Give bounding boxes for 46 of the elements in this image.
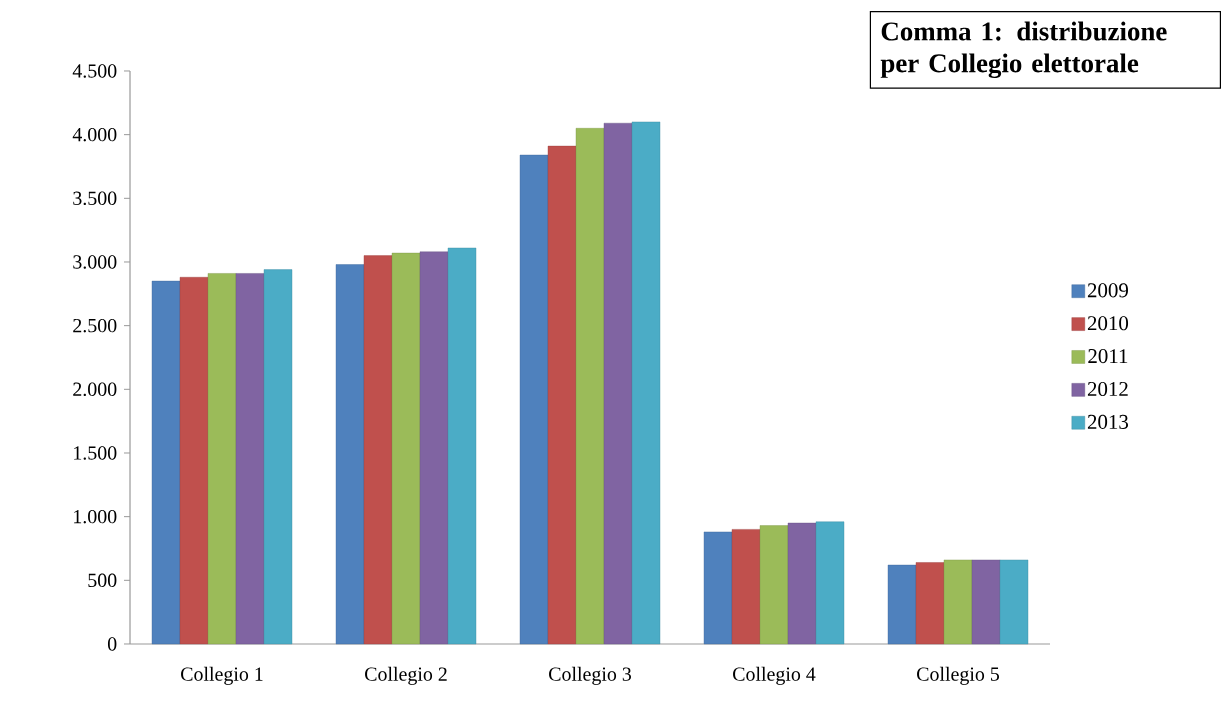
bar [335,264,365,645]
x-tick-label: Collegio 1 [181,666,263,685]
bar [575,128,605,645]
chart-title: Comma 1: distribuzione per Collegio elettorale [880,21,1167,79]
bar [759,525,789,645]
bar [787,522,817,645]
legend-label: 2011 [1088,349,1128,364]
bar [887,564,917,645]
y-tick-label: 500 [88,573,117,588]
y-tick-label: 4.500 [72,64,117,78]
y-tick-label: 2.500 [73,318,117,333]
bar [419,251,449,645]
bar [263,269,293,645]
bar [519,154,549,645]
bar [631,121,661,645]
bar [915,562,945,645]
bar [447,247,477,645]
legend-label: 2009 [1087,283,1128,298]
x-tick-label: Collegio 5 [917,666,1000,685]
bar [731,529,761,645]
bar [971,559,1001,645]
legend-label: 2012 [1087,381,1128,397]
x-tick-label: Collegio 4 [733,666,816,685]
y-tick-label: 4.000 [72,127,117,142]
legend-label: 2010 [1087,316,1129,331]
bar [179,277,209,645]
x-tick-label: Collegio 3 [549,666,632,685]
y-tick-label: 1.000 [74,509,117,524]
y-tick-label: 3.500 [73,191,117,206]
legend-label: 2013 [1087,414,1129,429]
bar [603,122,633,645]
bar [815,521,845,645]
bar [207,273,237,645]
y-tick-label: 3.000 [73,255,117,269]
bar [943,559,973,645]
bar [391,252,421,645]
bar [151,280,181,645]
y-tick-label: 2.000 [73,382,117,397]
bar [999,559,1029,645]
bar [547,145,577,645]
x-tick-label: Collegio 2 [365,666,447,685]
y-tick-label: 1.500 [74,446,117,460]
bar [703,531,733,645]
y-tick-label: 0 [107,637,117,651]
bar [363,255,393,645]
bar [235,273,265,645]
